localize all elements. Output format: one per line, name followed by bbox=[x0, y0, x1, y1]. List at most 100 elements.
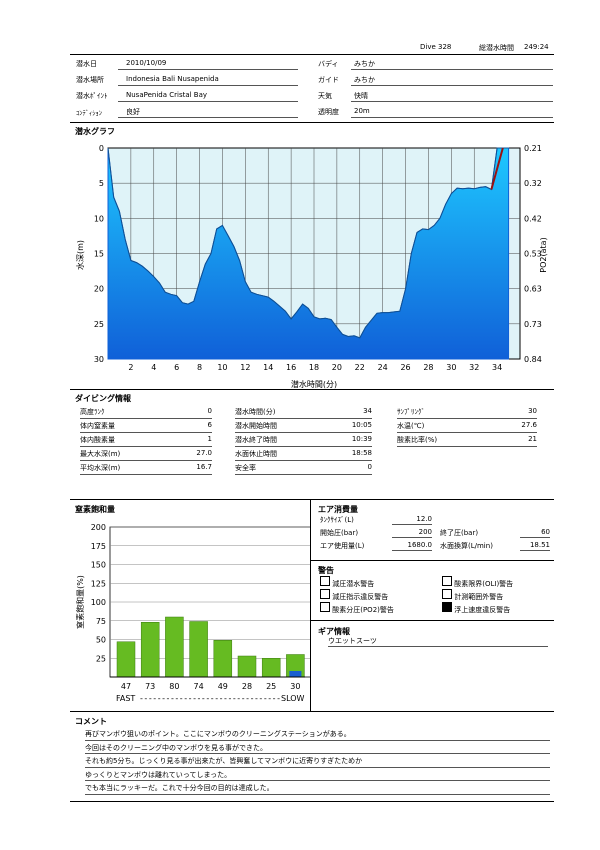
nitrogen-chart: 255075100125150175200477380744928253028 … bbox=[75, 523, 310, 703]
end-time-row: 潜水終了時間 10:39 bbox=[235, 433, 372, 447]
nitrogen-tick: 100 bbox=[91, 598, 106, 607]
nitrogen-tick: 175 bbox=[91, 542, 106, 551]
warn-deco-violation-checkbox[interactable] bbox=[320, 589, 330, 599]
surface-rate-row: 水面換算(L/min) 18.51 bbox=[440, 541, 550, 551]
comment-line: 今回はそのクリーニング中のマンボウを見る事ができた。 bbox=[85, 741, 550, 754]
water-temp-row: 水温(℃) 27.6 bbox=[397, 419, 537, 433]
tank-size-row: ﾀﾝｸｻｲｽﾞ(L) 12.0 bbox=[320, 515, 432, 525]
po2-axis-label: PO2(ata) bbox=[539, 237, 548, 272]
start-time-row: 潜水開始時間 10:05 bbox=[235, 419, 372, 433]
condition-value: 良好 bbox=[118, 107, 298, 118]
nitrogen-bar bbox=[116, 641, 136, 678]
nitrogen-axis-label: 窒素飽和量(%) bbox=[75, 575, 85, 629]
time-tick: 24 bbox=[378, 363, 388, 372]
depth-line bbox=[107, 147, 509, 339]
nitrogen-category: 80 bbox=[169, 682, 179, 691]
diving-info-title: ダイビング情報 bbox=[75, 394, 131, 403]
po2-tick: 0.53 bbox=[524, 250, 542, 259]
time-tick: 16 bbox=[286, 363, 296, 372]
slow-label: SLOW bbox=[281, 694, 305, 703]
safety-rate-row: 安全率 0 bbox=[235, 461, 372, 475]
surface-interval-row: 水面休止時間 18:58 bbox=[235, 447, 372, 461]
visibility-label: 透明度 bbox=[318, 108, 339, 116]
time-tick: 20 bbox=[332, 363, 342, 372]
guide-label: ガイド bbox=[318, 76, 339, 84]
bottom-rule bbox=[70, 801, 554, 802]
diving-col-3: ｻﾝﾌﾟﾘﾝｸﾞ 30 水温(℃) 27.6 酸素比率(%) 21 bbox=[397, 405, 537, 447]
rule-2 bbox=[70, 122, 554, 123]
time-tick: 32 bbox=[469, 363, 479, 372]
depth-tick: 20 bbox=[94, 285, 104, 294]
point-value: NusaPenida Cristal Bay bbox=[118, 91, 298, 102]
depth-chart: 0 5 10 15 20 25 30 0.21 0.32 0.42 0.53 0.63 0.73 0.84… bbox=[75, 144, 548, 389]
nitrogen-bar-secondary bbox=[289, 671, 302, 677]
air-used-row: エア使用量(L) 1680.0 bbox=[320, 541, 432, 551]
time-tick: 8 bbox=[197, 363, 202, 372]
depth-tick: 5 bbox=[99, 179, 104, 188]
nitrogen-category: 74 bbox=[194, 682, 204, 691]
time-tick: 2 bbox=[128, 363, 133, 372]
comment-line: でも本当にラッキーだ。これで十分今回の目的は達成した。 bbox=[85, 781, 550, 795]
rule-warn bbox=[310, 620, 554, 621]
po2-tick: 0.21 bbox=[524, 144, 542, 153]
po2-tick: 0.32 bbox=[524, 179, 542, 188]
warn-po2-checkbox[interactable] bbox=[320, 602, 330, 612]
warning-list: 減圧潜水警告 酸素限界(OLI)警告 減圧指示違反警告 計測範囲外警告 酸素分圧… bbox=[320, 576, 550, 615]
depth-tick: 0 bbox=[99, 144, 104, 153]
point-label: 潜水ﾎﾟｲﾝﾄ bbox=[76, 92, 108, 100]
gear-title: ギア情報 bbox=[318, 627, 350, 636]
time-tick: 22 bbox=[355, 363, 365, 372]
start-pressure-row: 開始圧(bar) 200 bbox=[320, 528, 432, 538]
po2-tick: 0.42 bbox=[524, 214, 542, 223]
rule-4 bbox=[70, 499, 554, 500]
warn-oli-checkbox[interactable] bbox=[442, 576, 452, 586]
place-label: 潜水場所 bbox=[76, 76, 104, 84]
po2-tick: 0.73 bbox=[524, 320, 542, 329]
time-tick: 14 bbox=[263, 363, 273, 372]
nitrogen-title: 窒素飽和量 bbox=[75, 505, 115, 514]
time-tick: 26 bbox=[400, 363, 410, 372]
total-time: 249:24 bbox=[524, 43, 549, 51]
time-axis-label: 潜水時間(分) bbox=[291, 379, 337, 389]
fast-slow-dashes: -------------------------------- bbox=[140, 694, 280, 703]
nitrogen-category: 28 bbox=[242, 682, 252, 691]
warn-deco-checkbox[interactable] bbox=[320, 576, 330, 586]
depth-tick: 25 bbox=[94, 320, 104, 329]
comment-line: それも約5分ち。じっくり見る事が出来たが、皆興奮してマンボウに近寄りすぎたためか bbox=[85, 754, 550, 768]
guide-value: みちか bbox=[351, 75, 553, 86]
rule-3 bbox=[70, 389, 554, 390]
warn-ascent-checkbox-checked[interactable] bbox=[442, 602, 452, 612]
nitrogen-bar bbox=[213, 640, 233, 678]
time-tick: 10 bbox=[217, 363, 227, 372]
total-time-label: 総潜水時間 bbox=[479, 44, 514, 52]
warn-deco-violation: 減圧指示違反警告 bbox=[320, 589, 442, 602]
nitrogen-tick: 25 bbox=[96, 654, 106, 663]
depth-tick: 30 bbox=[94, 355, 104, 364]
comment-line: ゆっくりとマンボウは離れていってしまった。 bbox=[85, 768, 550, 781]
warn-range-checkbox[interactable] bbox=[442, 589, 452, 599]
date-value: 2010/10/09 bbox=[118, 59, 298, 70]
dive-time-row: 潜水時間(分) 34 bbox=[235, 405, 372, 419]
warn-deco: 減圧潜水警告 bbox=[320, 576, 442, 589]
body-nitrogen-row: 体内窒素量 6 bbox=[80, 419, 212, 433]
time-tick: 30 bbox=[446, 363, 456, 372]
nitrogen-tick: 75 bbox=[96, 617, 106, 626]
nitrogen-tick: 125 bbox=[91, 579, 106, 588]
depth-axis-label: 水深(m) bbox=[75, 240, 85, 270]
end-pressure-row: 終了圧(bar) 60 bbox=[440, 528, 550, 538]
comment-title: コメント bbox=[75, 717, 107, 726]
air-title: エア消費量 bbox=[318, 505, 358, 514]
buddy-label: バディ bbox=[318, 60, 339, 68]
warn-ascent: 浮上速度違反警告 bbox=[442, 602, 510, 615]
warn-oli: 酸素限界(OLI)警告 bbox=[442, 576, 513, 589]
weather-value: 快晴 bbox=[351, 91, 553, 102]
time-tick: 28 bbox=[423, 363, 433, 372]
fast-label: FAST bbox=[116, 694, 135, 703]
avg-depth-row: 平均水深(m) 16.7 bbox=[80, 461, 212, 475]
nitrogen-bar bbox=[165, 616, 184, 678]
nitrogen-bar bbox=[237, 655, 257, 678]
weather-label: 天気 bbox=[318, 92, 332, 100]
nitrogen-category: 49 bbox=[218, 682, 228, 691]
nitrogen-category: 30 bbox=[290, 682, 300, 691]
top-rule bbox=[70, 54, 554, 55]
